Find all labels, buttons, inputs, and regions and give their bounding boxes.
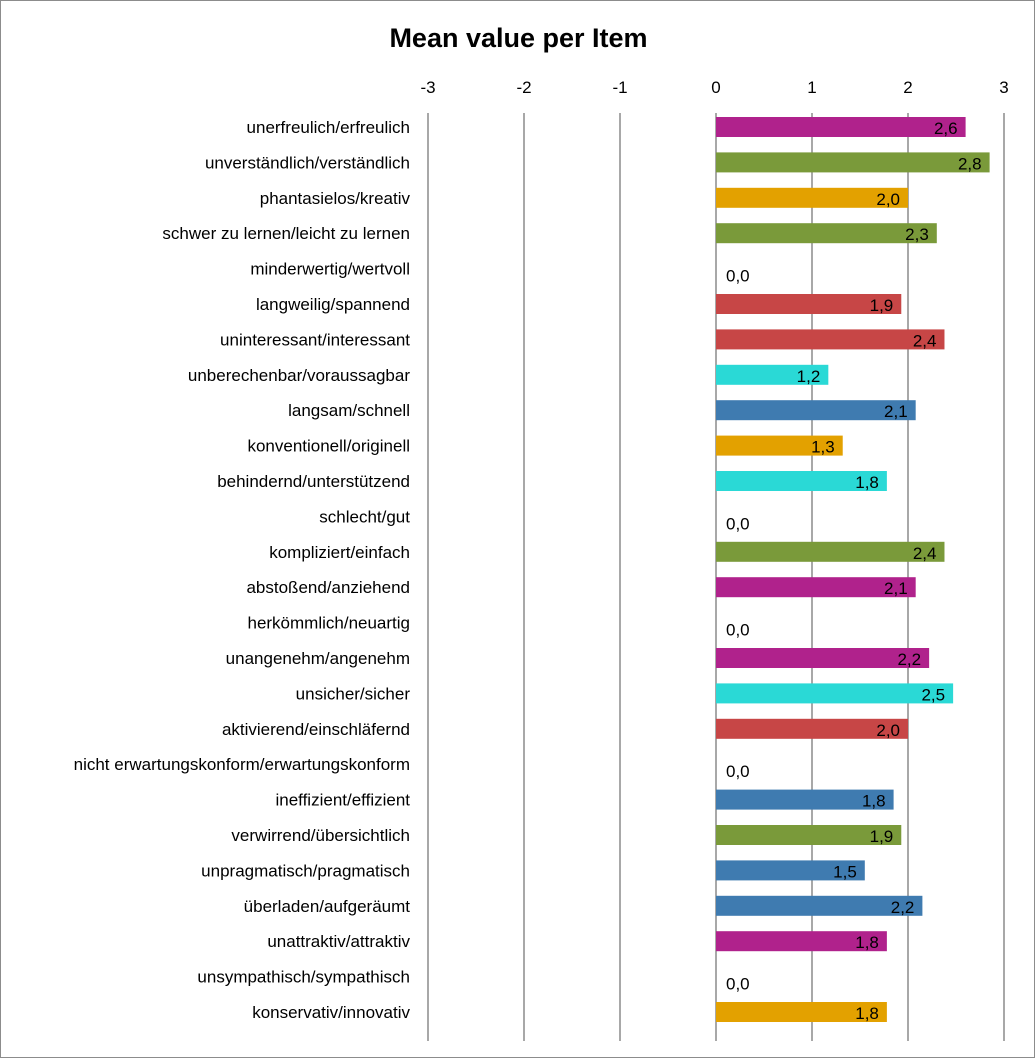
gridlines xyxy=(427,113,1005,1041)
data-label: 2,4 xyxy=(913,331,937,350)
category-label: langsam/schnell xyxy=(288,401,410,420)
data-label: 2,6 xyxy=(934,119,958,138)
bar xyxy=(716,895,923,916)
category-label: behindernd/unterstützend xyxy=(217,472,410,491)
bar xyxy=(716,435,843,456)
x-tick-label: 2 xyxy=(903,78,912,97)
category-label: nicht erwartungskonform/erwartungskonfor… xyxy=(74,755,410,774)
data-label: 0,0 xyxy=(726,267,750,286)
x-tick-label: -2 xyxy=(516,78,531,97)
x-tick-label: -1 xyxy=(612,78,627,97)
category-label: unattraktiv/attraktiv xyxy=(267,932,410,951)
category-label: verwirrend/übersichtlich xyxy=(231,826,410,845)
bar xyxy=(716,471,887,491)
bar xyxy=(716,931,887,952)
category-label: langweilig/spannend xyxy=(256,295,410,314)
bar xyxy=(716,223,937,244)
bar xyxy=(716,294,902,314)
category-label: unpragmatisch/pragmatisch xyxy=(201,861,410,880)
x-tick-label: 0 xyxy=(711,78,720,97)
bar xyxy=(716,117,966,137)
data-label: 2,2 xyxy=(891,898,915,917)
data-label: 1,8 xyxy=(862,792,886,811)
category-label: überladen/aufgeräumt xyxy=(244,897,411,916)
x-tick-label: -3 xyxy=(420,78,435,97)
category-label: unsicher/sicher xyxy=(296,684,411,703)
category-label: abstoßend/anziehend xyxy=(246,578,410,597)
data-label: 2,3 xyxy=(905,225,929,244)
bar xyxy=(716,789,894,810)
category-label: schlecht/gut xyxy=(319,507,410,526)
category-label: unerfreulich/erfreulich xyxy=(247,118,410,137)
data-label: 0,0 xyxy=(726,621,750,640)
category-label: ineffizient/effizient xyxy=(275,791,410,810)
category-label: kompliziert/einfach xyxy=(269,543,410,562)
x-tick-label: 1 xyxy=(807,78,816,97)
chart-title: Mean value per Item xyxy=(389,23,648,53)
category-label: unangenehm/angenehm xyxy=(226,649,410,668)
bar xyxy=(716,541,945,562)
bar xyxy=(716,1002,887,1022)
category-label: schwer zu lernen/leicht zu lernen xyxy=(162,224,410,243)
data-label: 0,0 xyxy=(726,762,750,781)
bar xyxy=(716,400,916,421)
data-labels: 2,62,8 2,0 2,3 0,0 1,9 2,4 1,2 2,1 1,3 1,8 0,0 2,4 2… xyxy=(726,119,982,1023)
data-label: 1,8 xyxy=(855,473,879,492)
category-label: uninteressant/interessant xyxy=(220,330,410,349)
bar xyxy=(716,683,954,704)
data-label: 1,8 xyxy=(855,933,879,952)
category-label: konventionell/originell xyxy=(247,437,410,456)
bar xyxy=(716,187,908,208)
category-label: konservativ/innovativ xyxy=(252,1003,410,1022)
data-label: 2,0 xyxy=(876,190,900,209)
data-label: 2,8 xyxy=(958,154,982,173)
data-label: 1,9 xyxy=(870,827,894,846)
bar xyxy=(716,648,930,668)
bar xyxy=(716,825,902,845)
data-label: 2,2 xyxy=(897,650,921,669)
bar xyxy=(716,577,916,598)
category-label: unsympathisch/sympathisch xyxy=(197,968,410,987)
data-label: 2,1 xyxy=(884,402,908,421)
data-label: 1,2 xyxy=(797,367,821,386)
category-label: aktivierend/einschläfernd xyxy=(222,720,410,739)
bars xyxy=(716,117,990,1022)
x-axis-ticks: -3 -2 -1 0 1 2 3 xyxy=(420,78,1008,97)
bar xyxy=(716,860,865,881)
category-label: unverständlich/verständlich xyxy=(205,153,410,172)
data-label: 1,3 xyxy=(811,438,835,457)
bar xyxy=(716,364,829,385)
bar xyxy=(716,152,990,173)
data-label: 1,8 xyxy=(855,1004,879,1023)
category-label: phantasielos/kreativ xyxy=(260,189,411,208)
data-label: 1,5 xyxy=(833,862,857,881)
x-tick-label: 3 xyxy=(999,78,1008,97)
bar xyxy=(716,718,908,739)
data-label: 2,0 xyxy=(876,721,900,740)
data-label: 0,0 xyxy=(726,975,750,994)
category-labels: unerfreulich/erfreulich unverständlich/ve… xyxy=(74,118,411,1022)
data-label: 2,4 xyxy=(913,544,937,563)
category-label: herkömmlich/neuartig xyxy=(247,614,410,633)
bar xyxy=(716,329,945,350)
data-label: 0,0 xyxy=(726,514,750,533)
data-label: 1,9 xyxy=(870,296,894,315)
category-label: unberechenbar/voraussagbar xyxy=(188,366,410,385)
data-label: 2,5 xyxy=(921,685,945,704)
data-label: 2,1 xyxy=(884,579,908,598)
category-label: minderwertig/wertvoll xyxy=(250,260,410,279)
